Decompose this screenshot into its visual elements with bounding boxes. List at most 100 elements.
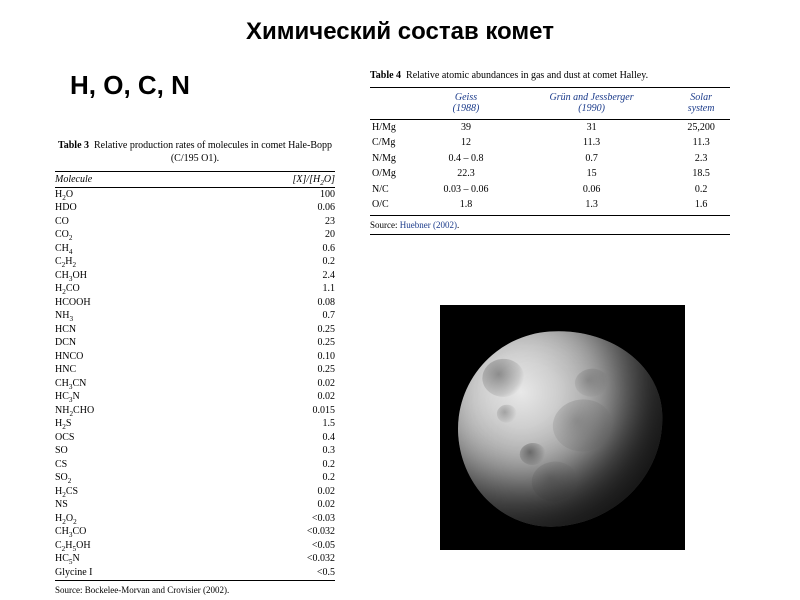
t4-value: 1.8 — [421, 197, 511, 215]
t4-value: 2.3 — [672, 151, 730, 167]
t3-molecule: H2S — [55, 418, 189, 432]
t3-molecule: DCN — [55, 337, 189, 351]
t3-value: 0.015 — [189, 404, 335, 418]
t4-value: 25,200 — [672, 119, 730, 135]
t3-value: <0.5 — [189, 566, 335, 580]
t4-col-header: Grün and Jessberger(1990) — [511, 87, 672, 119]
t3-value: 0.25 — [189, 337, 335, 351]
t3-molecule: HC3N — [55, 391, 189, 405]
t3-value: 0.10 — [189, 350, 335, 364]
t4-col-header: Solarsystem — [672, 87, 730, 119]
comet-body-shape — [451, 324, 669, 533]
t3-value: 100 — [189, 188, 335, 202]
t3-value: 0.02 — [189, 391, 335, 405]
t3-molecule: SO — [55, 445, 189, 459]
t3-molecule: HDO — [55, 202, 189, 216]
t3-molecule: CO2 — [55, 229, 189, 243]
t3-col-ratio: [X]/[H2O] — [189, 172, 335, 188]
t3-molecule: C2H5OH — [55, 539, 189, 553]
table-3-caption: Table 3 Relative production rates of mol… — [55, 140, 335, 165]
table-4: Geiss(1988)Grün and Jessberger(1990)Sola… — [370, 87, 730, 216]
table-3-source: Source: Bockelee-Morvan and Crovisier (2… — [55, 581, 335, 595]
t4-value: 1.3 — [511, 197, 672, 215]
table-3-container: Table 3 Relative production rates of mol… — [55, 140, 335, 595]
t3-molecule: HC5N — [55, 553, 189, 567]
t3-molecule: Glycine I — [55, 566, 189, 580]
t3-value: 2.4 — [189, 269, 335, 283]
t3-molecule: NS — [55, 499, 189, 513]
t3-value: 0.4 — [189, 431, 335, 445]
t3-molecule: NH3 — [55, 310, 189, 324]
table-4-caption: Table 4 Relative atomic abundances in ga… — [370, 70, 730, 83]
t4-value: 18.5 — [672, 166, 730, 182]
t3-value: 0.25 — [189, 323, 335, 337]
table-4-label: Table 4 — [370, 70, 401, 81]
t3-molecule: HCOOH — [55, 296, 189, 310]
t4-value: 22.3 — [421, 166, 511, 182]
t4-value: 0.06 — [511, 182, 672, 198]
t4-value: 15 — [511, 166, 672, 182]
t3-molecule: NH2CHO — [55, 404, 189, 418]
t3-molecule: C2H2 — [55, 256, 189, 270]
t4-value: 39 — [421, 119, 511, 135]
t3-molecule: SO2 — [55, 472, 189, 486]
table-4-source: Source: Huebner (2002). — [370, 216, 730, 235]
t3-molecule: HNCO — [55, 350, 189, 364]
t3-molecule: CH4 — [55, 242, 189, 256]
t3-value: 0.02 — [189, 485, 335, 499]
t4-value: 12 — [421, 135, 511, 151]
t4-ratio-name: C/Mg — [370, 135, 421, 151]
t4-value: 0.7 — [511, 151, 672, 167]
crater — [530, 460, 579, 503]
t3-value: 0.25 — [189, 364, 335, 378]
t3-molecule: CH3OH — [55, 269, 189, 283]
t3-molecule: H2O2 — [55, 512, 189, 526]
table-3-caption-text: Relative production rates of molecules i… — [94, 140, 332, 164]
t3-molecule: CS — [55, 458, 189, 472]
t3-col-molecule: Molecule — [55, 172, 189, 188]
t3-value: <0.032 — [189, 526, 335, 540]
t3-molecule: CH3CN — [55, 377, 189, 391]
t3-value: 0.2 — [189, 256, 335, 270]
t4-ratio-name: H/Mg — [370, 119, 421, 135]
t3-molecule: H2CS — [55, 485, 189, 499]
table-3: Molecule [X]/[H2O] H2O100HDO0.06CO23CO22… — [55, 171, 335, 581]
t3-value: 0.06 — [189, 202, 335, 216]
t3-value: <0.05 — [189, 539, 335, 553]
table-4-caption-text: Relative atomic abundances in gas and du… — [406, 70, 648, 81]
t3-value: 0.08 — [189, 296, 335, 310]
t3-value: 0.6 — [189, 242, 335, 256]
t4-col-header — [370, 87, 421, 119]
t4-value: 11.3 — [511, 135, 672, 151]
elements-heading: H, O, C, N — [70, 70, 190, 101]
t3-value: 0.3 — [189, 445, 335, 459]
comet-nucleus-image — [440, 305, 685, 550]
t3-value: 0.2 — [189, 472, 335, 486]
table-4-container: Table 4 Relative atomic abundances in ga… — [370, 70, 730, 235]
t3-value: 0.2 — [189, 458, 335, 472]
t4-value: 11.3 — [672, 135, 730, 151]
t3-value: <0.03 — [189, 512, 335, 526]
t3-value: 20 — [189, 229, 335, 243]
crater — [496, 404, 517, 423]
t3-molecule: H2CO — [55, 283, 189, 297]
t3-value: 0.02 — [189, 499, 335, 513]
t3-value: 23 — [189, 215, 335, 229]
crater — [519, 442, 546, 466]
table-4-source-suffix: . — [457, 220, 459, 230]
t4-value: 31 — [511, 119, 672, 135]
t3-molecule: CO — [55, 215, 189, 229]
t3-molecule: H2O — [55, 188, 189, 202]
page-title: Химический состав комет — [0, 0, 800, 46]
table-4-source-link: Huebner (2002) — [400, 220, 457, 230]
t4-col-header: Geiss(1988) — [421, 87, 511, 119]
t4-ratio-name: O/Mg — [370, 166, 421, 182]
t4-ratio-name: N/C — [370, 182, 421, 198]
table-3-label: Table 3 — [58, 140, 89, 151]
t3-value: 1.5 — [189, 418, 335, 432]
t3-molecule: HCN — [55, 323, 189, 337]
t4-ratio-name: N/Mg — [370, 151, 421, 167]
t3-value: 0.7 — [189, 310, 335, 324]
t4-value: 0.2 — [672, 182, 730, 198]
table-4-source-prefix: Source: — [370, 220, 400, 230]
